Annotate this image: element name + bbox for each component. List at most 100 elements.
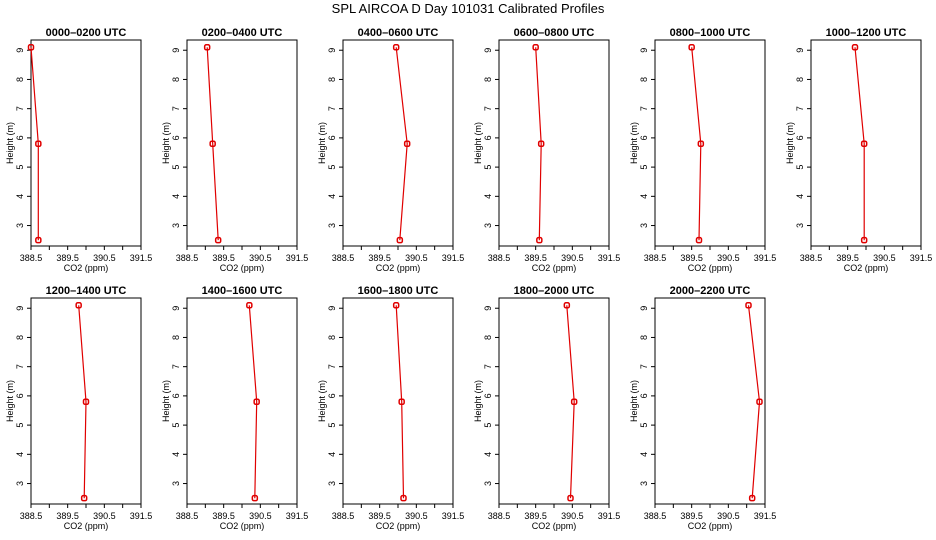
y-tick-label: 8 — [15, 77, 25, 82]
x-tick-label: 389.5 — [212, 511, 235, 521]
y-tick-label: 3 — [483, 223, 493, 228]
panel-title: 0000–0200 UTC — [46, 27, 127, 39]
y-tick-label: 5 — [483, 423, 493, 428]
panel-title: 0600–0800 UTC — [514, 27, 595, 39]
y-tick-label: 6 — [327, 135, 337, 140]
y-tick-label: 5 — [795, 165, 805, 170]
y-tick-label: 3 — [171, 223, 181, 228]
x-tick-label: 390.5 — [873, 253, 896, 263]
data-point — [532, 44, 539, 51]
panel-11: 2000–2200 UTC 388.5 389.5 390.5 391.5 CO2 (pp… — [629, 285, 776, 531]
x-tick-label: 389.5 — [368, 253, 391, 263]
y-tick-label: 3 — [15, 223, 25, 228]
x-tick-label: 388.5 — [488, 511, 511, 521]
x-tick-label: 389.5 — [680, 511, 703, 521]
panel-title: 1600–1800 UTC — [358, 285, 439, 297]
x-tick-label: 391.5 — [130, 511, 153, 521]
data-point — [392, 302, 400, 309]
profile-line — [395, 305, 405, 499]
y-tick-label: 5 — [15, 423, 25, 428]
panel-9: 1600–1800 UTC 388.5 389.5 390.5 391.5 CO2 (pp… — [317, 285, 464, 531]
profile-line — [747, 305, 761, 499]
x-tick-label: 391.5 — [598, 511, 621, 521]
y-tick-label: 9 — [171, 306, 181, 311]
data-point — [697, 140, 705, 147]
x-axis-label: CO2 (ppm) — [220, 263, 265, 273]
x-axis-label: CO2 (ppm) — [688, 263, 733, 273]
data-point — [253, 398, 260, 405]
x-tick-label: 391.5 — [442, 511, 465, 521]
y-tick-label: 9 — [639, 306, 649, 311]
y-tick-label: 7 — [639, 364, 649, 369]
profile-line — [78, 305, 87, 499]
x-tick-label: 390.5 — [249, 511, 272, 521]
y-tick-label: 7 — [171, 364, 181, 369]
y-tick-label: 6 — [639, 135, 649, 140]
x-tick-label: 390.5 — [93, 253, 116, 263]
y-axis-label: Height (m) — [161, 380, 171, 422]
panel-title: 0400–0600 UTC — [358, 27, 439, 39]
data-point — [563, 302, 571, 309]
y-axis-label: Height (m) — [629, 380, 639, 422]
panel-7: 1200–1400 UTC 388.5 389.5 390.5 391.5 CO2 (pp… — [5, 285, 152, 531]
data-point — [251, 494, 259, 502]
x-tick-label: 391.5 — [754, 511, 777, 521]
panel-4: 0600–0800 UTC 388.5 389.5 390.5 391.5 CO2 (pp… — [473, 27, 620, 273]
y-tick-label: 4 — [171, 194, 181, 199]
x-tick-label: 389.5 — [524, 253, 547, 263]
y-axis-label: Height (m) — [5, 380, 15, 422]
y-axis-label: Height (m) — [5, 122, 15, 164]
x-tick-label: 390.5 — [717, 253, 740, 263]
profile-line — [535, 47, 542, 241]
y-tick-label: 7 — [327, 106, 337, 111]
x-tick-label: 389.5 — [368, 511, 391, 521]
y-tick-label: 7 — [795, 106, 805, 111]
y-tick-label: 8 — [171, 77, 181, 82]
panel-1: 0000–0200 UTC 388.5 389.5 390.5 391.5 CO2 (pp… — [5, 27, 152, 273]
x-tick-label: 391.5 — [286, 253, 309, 263]
profile-line — [691, 47, 702, 241]
y-tick-label: 7 — [483, 364, 493, 369]
y-tick-label: 9 — [15, 48, 25, 53]
panel-grid: 0000–0200 UTC 388.5 389.5 390.5 391.5 CO2 (pp… — [5, 27, 932, 531]
plot-frame — [30, 39, 142, 247]
x-tick-label: 388.5 — [332, 253, 355, 263]
data-point — [695, 236, 703, 244]
y-tick-label: 3 — [327, 223, 337, 228]
x-tick-label: 389.5 — [524, 511, 547, 521]
profile-line — [854, 47, 865, 241]
x-tick-label: 388.5 — [644, 253, 667, 263]
y-tick-label: 5 — [639, 423, 649, 428]
panel-title: 0200–0400 UTC — [202, 27, 283, 39]
profile-line — [30, 47, 39, 241]
panel-3: 0400–0600 UTC 388.5 389.5 390.5 391.5 CO2 (pp… — [317, 27, 464, 273]
data-point — [398, 398, 405, 405]
y-tick-label: 4 — [639, 194, 649, 199]
data-point — [756, 398, 763, 405]
y-tick-label: 4 — [795, 194, 805, 199]
data-point — [567, 494, 574, 502]
data-point — [536, 236, 543, 244]
x-tick-label: 389.5 — [836, 253, 859, 263]
x-tick-label: 388.5 — [20, 253, 43, 263]
panel-title: 1000–1200 UTC — [826, 27, 907, 39]
y-tick-label: 8 — [795, 77, 805, 82]
panel-10: 1800–2000 UTC 388.5 389.5 390.5 391.5 CO2 (pp… — [473, 285, 620, 531]
y-tick-label: 4 — [327, 194, 337, 199]
y-tick-label: 9 — [483, 306, 493, 311]
plot-frame — [654, 39, 766, 247]
y-tick-label: 6 — [15, 135, 25, 140]
profile-line — [248, 305, 258, 499]
x-tick-label: 388.5 — [488, 253, 511, 263]
x-axis-label: CO2 (ppm) — [844, 263, 889, 273]
x-tick-label: 391.5 — [442, 253, 465, 263]
x-axis-label: CO2 (ppm) — [220, 521, 265, 531]
x-tick-label: 388.5 — [20, 511, 43, 521]
panel-2: 0200–0400 UTC 388.5 389.5 390.5 391.5 CO2 (pp… — [161, 27, 308, 273]
data-point — [403, 140, 411, 147]
y-tick-label: 7 — [15, 364, 25, 369]
data-point — [396, 236, 404, 244]
y-tick-label: 4 — [639, 452, 649, 457]
plot-frame — [186, 297, 298, 505]
y-tick-label: 3 — [15, 481, 25, 486]
